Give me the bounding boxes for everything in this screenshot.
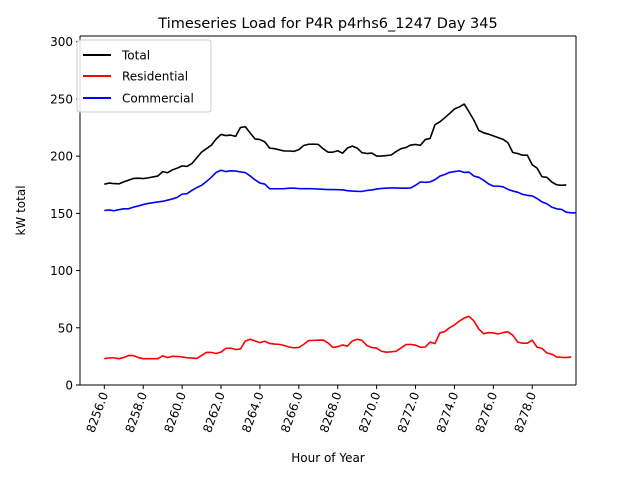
y-tick-label: 100: [50, 264, 73, 278]
y-axis-label: kW total: [14, 185, 28, 235]
series-layer: [104, 103, 576, 360]
legend-label-total: Total: [121, 49, 150, 63]
y-tick-label: 50: [58, 321, 73, 335]
y-axis-ticks: 0 50 100 150 200 250 300: [50, 35, 80, 393]
legend-label-commercial: Commercial: [122, 92, 194, 106]
legend-box: [76, 39, 212, 113]
y-tick-label: 150: [50, 207, 73, 221]
series-line-total: [104, 103, 567, 187]
y-tick-label: 0: [65, 379, 73, 393]
y-tick-label: 300: [50, 35, 73, 49]
x-axis-label: Hour of Year: [291, 451, 365, 465]
series-line-commercial: [104, 169, 576, 214]
legend: Total Residential Commercial: [76, 39, 212, 113]
y-tick-label: 200: [50, 150, 73, 164]
legend-label-residential: Residential: [122, 70, 188, 84]
series-line-residential: [104, 315, 572, 360]
chart-title: Timeseries Load for P4R p4rhs6_1247 Day …: [157, 16, 497, 32]
y-tick-label: 250: [50, 92, 73, 106]
